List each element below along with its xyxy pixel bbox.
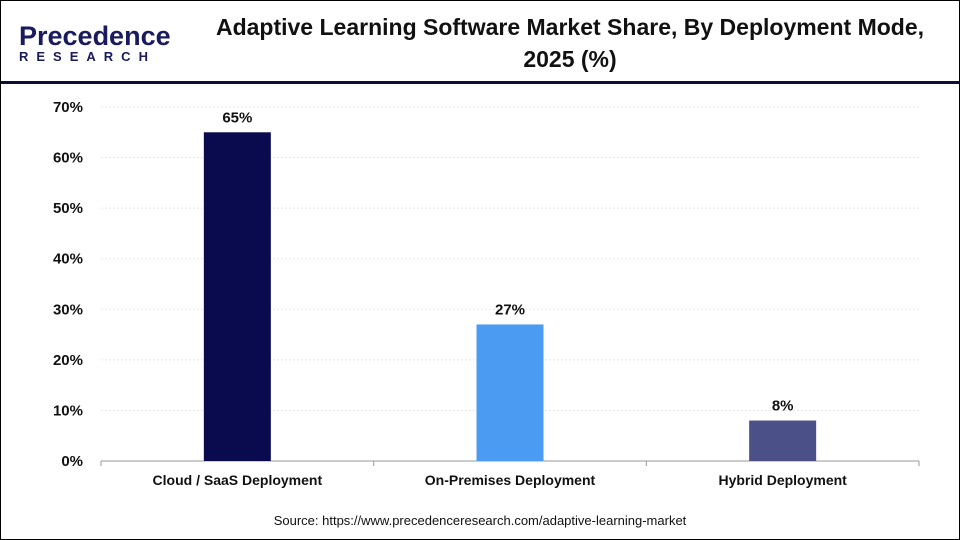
bar [476,324,544,461]
logo: Precedence RESEARCH [19,23,171,65]
y-tick-label: 30% [53,301,83,318]
x-tick-label: Hybrid Deployment [718,472,847,488]
y-tick-label: 50% [53,200,83,217]
y-tick-label: 70% [53,99,83,116]
header: Precedence RESEARCH Adaptive Learning So… [1,1,959,84]
data-label: 65% [222,109,252,126]
y-tick-label: 0% [61,453,83,470]
y-tick-label: 10% [53,402,83,419]
data-label: 27% [495,301,525,318]
y-tick-label: 40% [53,251,83,268]
chart-title: Adaptive Learning Software Market Share,… [215,14,925,72]
logo-line2: RESEARCH [19,49,156,64]
y-tick-label: 60% [53,150,83,167]
y-tick-label: 20% [53,352,83,369]
bar [203,132,271,462]
source-text: Source: https://www.precedenceresearch.c… [273,513,687,528]
bar [749,420,817,461]
x-tick-label: Cloud / SaaS Deployment [153,472,323,488]
x-tick-label: On-Premises Deployment [425,472,596,488]
data-label: 8% [772,398,794,415]
logo-line1: Precedence [19,21,171,51]
